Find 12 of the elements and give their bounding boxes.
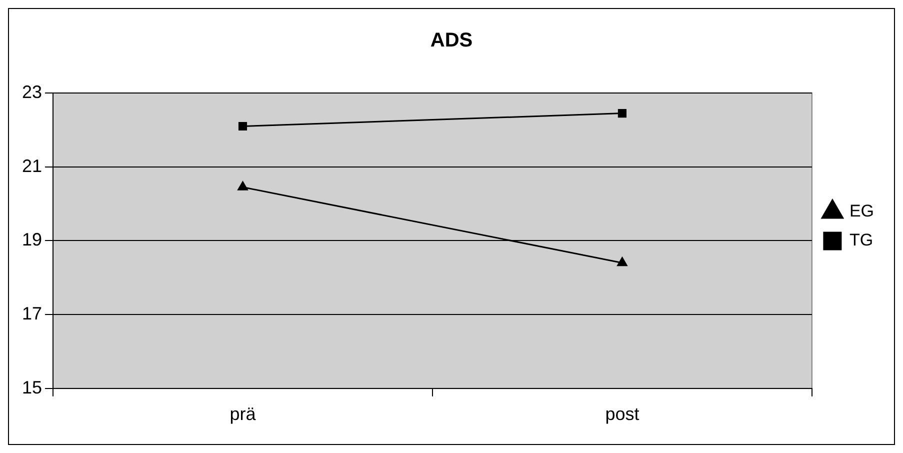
- point: [238, 122, 248, 131]
- x-tick-label: prä: [230, 404, 257, 424]
- legend-label: TG: [849, 230, 874, 250]
- y-tick-label: 19: [22, 230, 42, 250]
- legend-label: EG: [849, 202, 874, 221]
- y-tick-label: 23: [22, 82, 42, 102]
- point: [618, 109, 626, 118]
- chart-title: ADS: [430, 30, 473, 52]
- y-tick-label: 21: [22, 156, 42, 176]
- y-tick-label: 15: [22, 377, 42, 398]
- x-tick-label: post: [605, 404, 640, 424]
- y-tick-label: 17: [22, 304, 42, 324]
